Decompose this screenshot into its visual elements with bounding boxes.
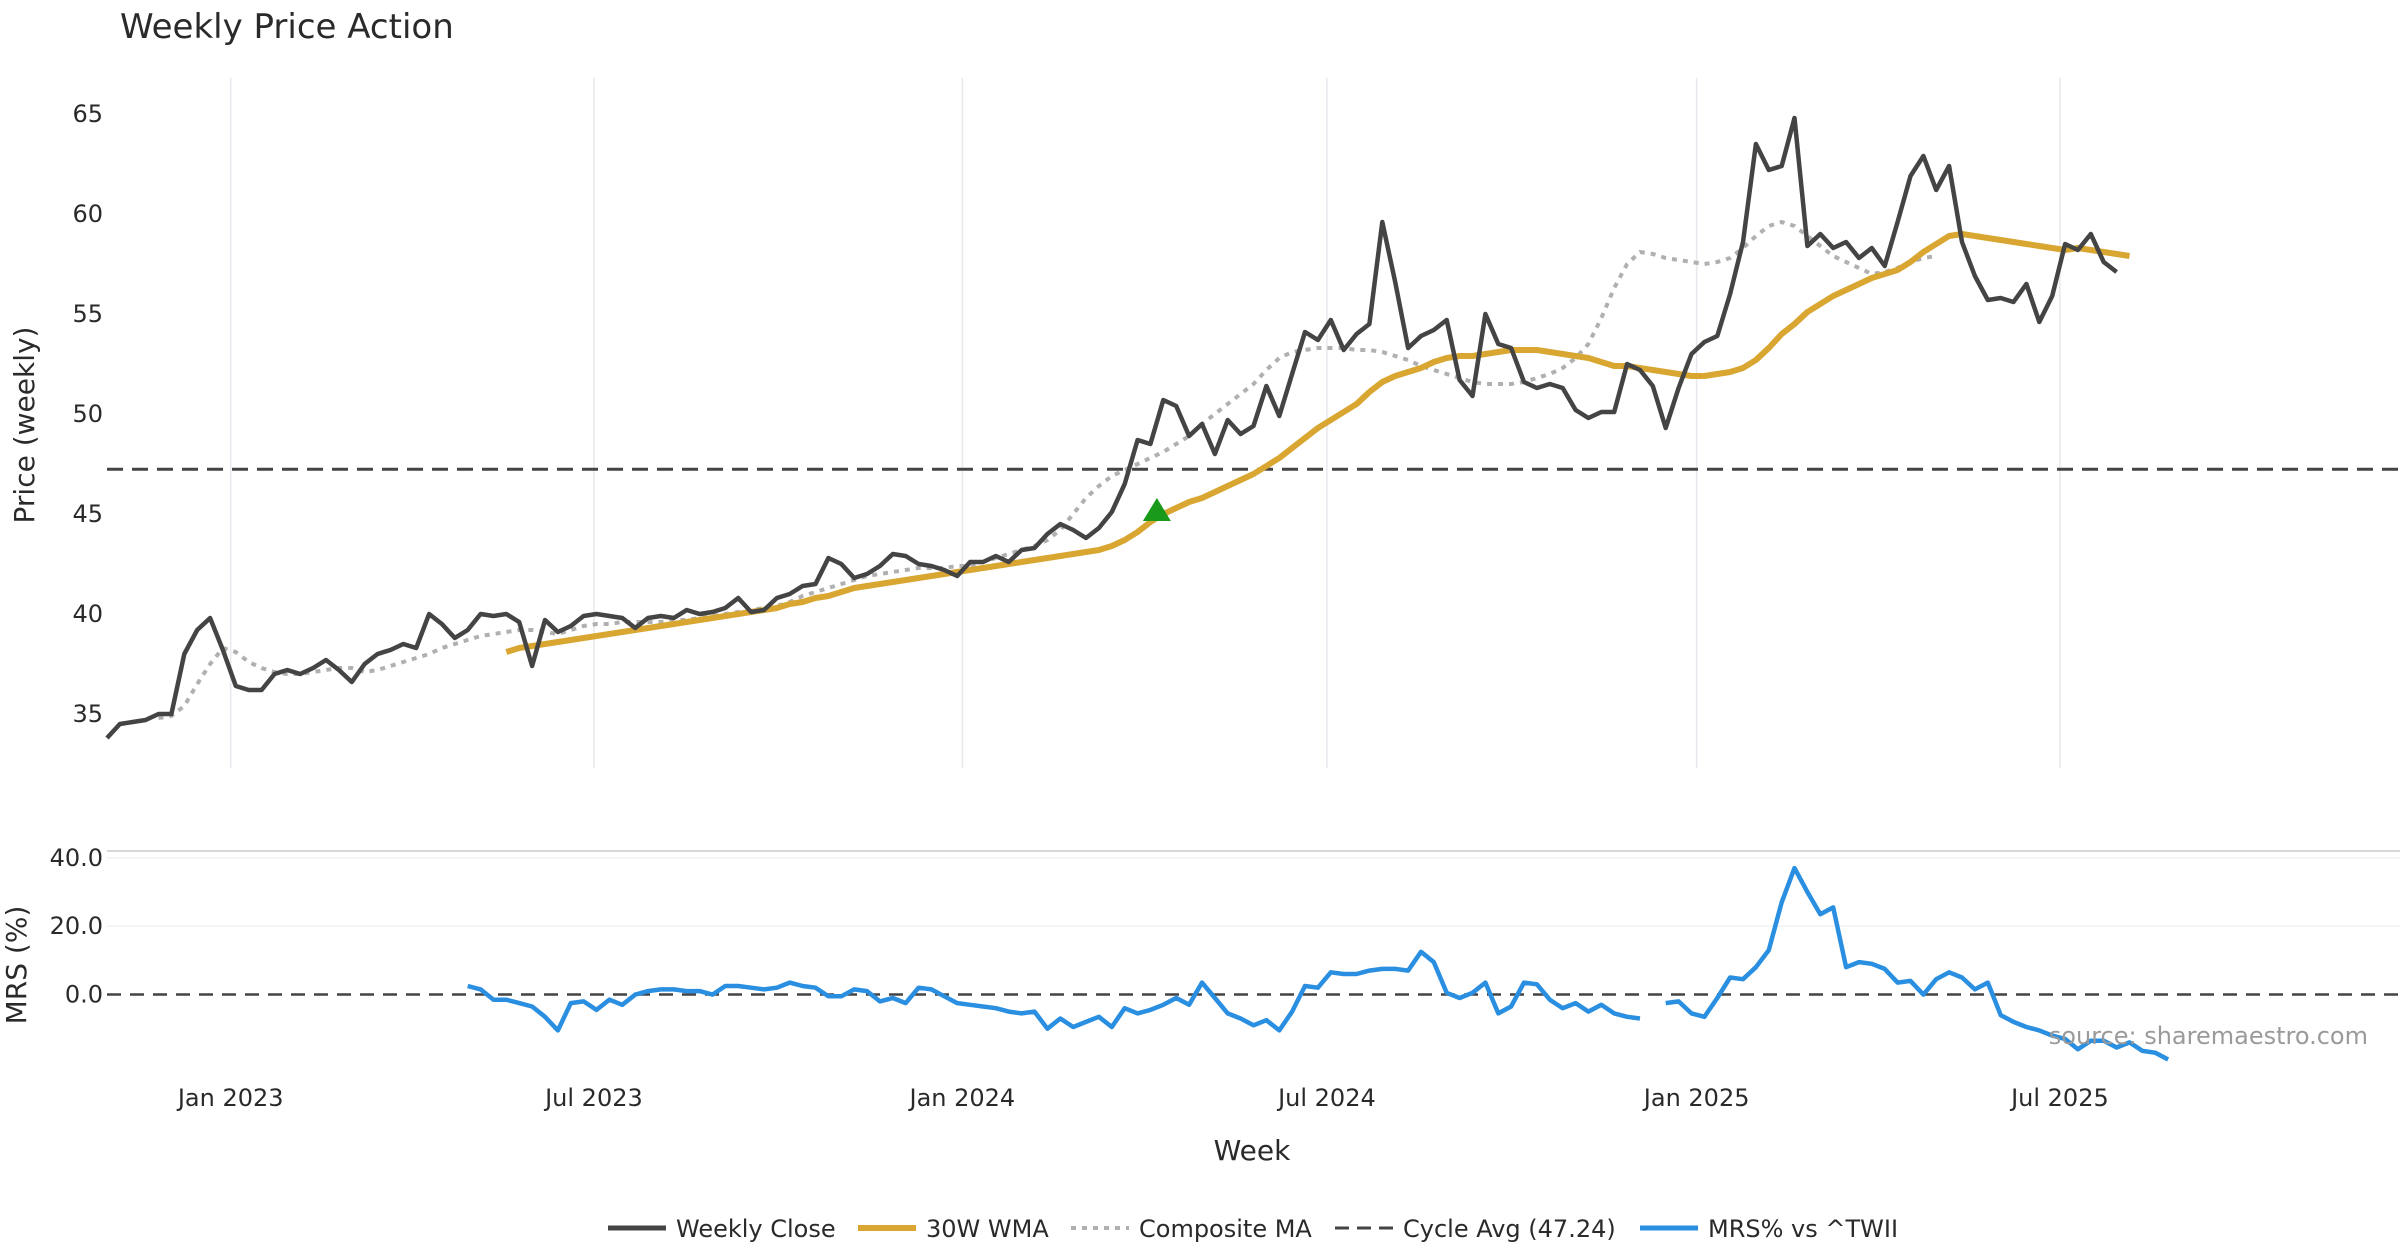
- mrs-y-axis-label: MRS (%): [0, 906, 33, 1025]
- price-y-tick-40: 40: [72, 600, 103, 628]
- price-y-tick-60: 60: [72, 200, 103, 228]
- x-tick-jul-2024: Jul 2024: [1276, 1084, 1376, 1112]
- mrs-gridlines: [107, 857, 2400, 927]
- 30w-wma-line: [505, 231, 2130, 655]
- price-series: [105, 115, 2130, 740]
- price-y-axis-label: Price (weekly): [8, 327, 41, 524]
- x-tick-jan-2024: Jan 2024: [908, 1084, 1016, 1112]
- price-gridlines: [229, 78, 2061, 768]
- price-markers: [1142, 498, 1171, 521]
- mrs-series: [467, 865, 2170, 1062]
- mrs-y-tick-40: 40.0: [50, 844, 103, 872]
- price-y-ticks: 35 40 45 50 55 60 65: [72, 100, 103, 728]
- mrs-y-ticks: 0.0 20.0 40.0: [50, 844, 103, 1009]
- x-tick-jan-2025: Jan 2025: [1642, 1084, 1750, 1112]
- signal-triangle-marker: [1142, 498, 1171, 521]
- mrs-line: [467, 865, 2170, 1062]
- legend-label-weekly-close: Weekly Close: [676, 1215, 836, 1243]
- x-ticks: Jan 2023 Jul 2023 Jan 2024 Jul 2024 Jan 2025…: [176, 1084, 2109, 1112]
- x-tick-jul-2025: Jul 2025: [2009, 1084, 2109, 1112]
- mrs-y-tick-20: 20.0: [50, 912, 103, 940]
- legend-label-cycle-avg-47-24: Cycle Avg (47.24): [1403, 1215, 1616, 1243]
- price-y-tick-65: 65: [72, 100, 103, 128]
- weekly-close-line: [105, 115, 2118, 740]
- price-y-tick-45: 45: [72, 500, 103, 528]
- x-axis-label: Week: [1214, 1134, 1291, 1167]
- legend-label-composite-ma: Composite MA: [1139, 1215, 1312, 1243]
- price-y-tick-55: 55: [72, 300, 103, 328]
- source-label: source: sharemaestro.com: [2049, 1022, 2368, 1050]
- composite-ma-line: [158, 219, 1937, 720]
- legend: Weekly Close 30W WMA Composite MA Cycle Avg…: [608, 1215, 1898, 1243]
- price-y-tick-50: 50: [72, 400, 103, 428]
- x-tick-jul-2023: Jul 2023: [543, 1084, 643, 1112]
- mrs-y-tick-0: 0.0: [65, 981, 103, 1009]
- legend-label-30w-wma: 30W WMA: [926, 1215, 1049, 1243]
- chart-title: Weekly Price Action: [120, 7, 454, 47]
- price-y-tick-35: 35: [72, 700, 103, 728]
- legend-label-mrs-vs-twii: MRS% vs ^TWII: [1708, 1215, 1898, 1243]
- x-tick-jan-2023: Jan 2023: [176, 1084, 284, 1112]
